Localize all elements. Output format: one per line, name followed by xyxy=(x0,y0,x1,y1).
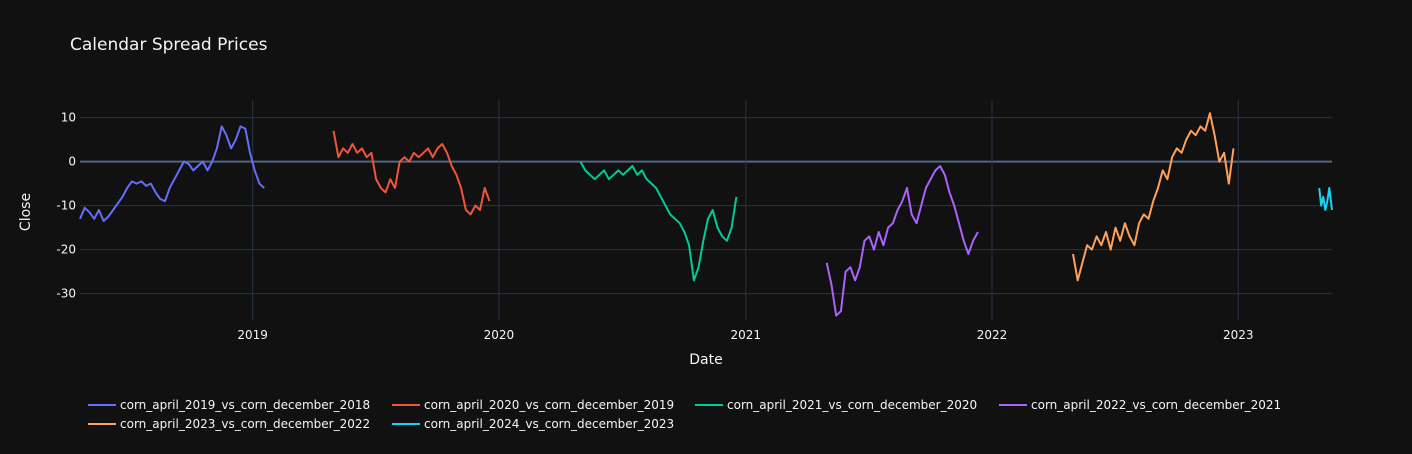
legend-label: corn_april_2021_vs_corn_december_2020 xyxy=(727,398,977,412)
x-axis-label: Date xyxy=(689,352,722,368)
legend-item-5[interactable]: corn_april_2023_vs_corn_december_2022 xyxy=(88,417,370,431)
legend-label: corn_april_2022_vs_corn_december_2021 xyxy=(1031,398,1281,412)
y-tick-label: 10 xyxy=(61,111,76,125)
y-axis-ticks: 10 0 -10 -20 -30 xyxy=(56,111,76,301)
series-line-4 xyxy=(825,165,979,317)
legend-label: corn_april_2023_vs_corn_december_2022 xyxy=(120,417,370,431)
grid-lines xyxy=(80,100,1332,320)
legend-item-4[interactable]: corn_april_2022_vs_corn_december_2021 xyxy=(999,398,1281,412)
x-tick-label: 2023 xyxy=(1223,328,1254,342)
y-tick-label: 0 xyxy=(68,155,76,169)
series-line-6 xyxy=(1318,187,1333,211)
x-tick-label: 2020 xyxy=(484,328,515,342)
legend-item-2[interactable]: corn_april_2020_vs_corn_december_2019 xyxy=(392,398,674,412)
legend-item-1[interactable]: corn_april_2019_vs_corn_december_2018 xyxy=(88,398,370,412)
x-tick-label: 2019 xyxy=(237,328,268,342)
y-tick-label: -10 xyxy=(56,199,76,213)
legend-item-3[interactable]: corn_april_2021_vs_corn_december_2020 xyxy=(695,398,977,412)
y-tick-label: -20 xyxy=(56,243,76,257)
x-tick-label: 2021 xyxy=(731,328,762,342)
legend-label: corn_april_2019_vs_corn_december_2018 xyxy=(120,398,370,412)
legend-label: corn_april_2024_vs_corn_december_2023 xyxy=(424,417,674,431)
series-line-1 xyxy=(79,125,265,222)
y-tick-label: -30 xyxy=(56,287,76,301)
series-line-2 xyxy=(332,130,491,216)
legend-item-6[interactable]: corn_april_2024_vs_corn_december_2023 xyxy=(392,417,674,431)
legend-label: corn_april_2020_vs_corn_december_2019 xyxy=(424,398,674,412)
plot-area xyxy=(79,112,1333,317)
x-tick-label: 2022 xyxy=(977,328,1008,342)
chart-title: Calendar Spread Prices xyxy=(70,35,268,55)
series-line-5 xyxy=(1072,112,1235,282)
x-axis-ticks: 2019 2020 2021 2022 2023 xyxy=(237,328,1253,342)
y-axis-label: Close xyxy=(18,193,34,231)
series-line-3 xyxy=(579,161,738,282)
